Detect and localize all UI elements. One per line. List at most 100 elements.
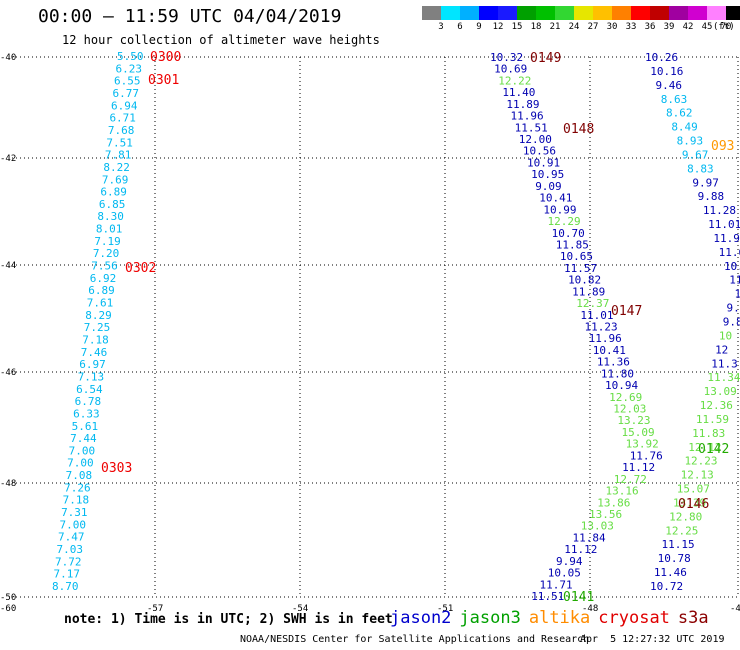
colorbar-tick-label: 12: [492, 22, 504, 32]
track-value: 7.72: [55, 555, 82, 568]
track-value: 15.09: [621, 426, 654, 439]
footer-date: Apr 5 12:27:32 UTC 2019: [580, 634, 725, 645]
track-value: 10.05: [548, 567, 581, 580]
track-value: 11.3: [711, 357, 738, 370]
track-value: 11.89: [506, 98, 539, 111]
track-value: 15.07: [677, 483, 710, 496]
track-value: 9.9: [727, 302, 740, 315]
track-value: 13.16: [606, 485, 639, 498]
map-subtitle: 12 hour collection of altimeter wave hei…: [62, 33, 380, 47]
colorbar-swatch: [669, 6, 688, 20]
map-title: 00:00 – 11:59 UTC 04/04/2019: [38, 6, 342, 27]
pass-label: 0146: [678, 497, 709, 512]
track-value: 11.34: [707, 371, 740, 384]
track-value: 11.76: [630, 449, 663, 462]
track-value: 8.93: [677, 135, 704, 148]
colorbar-swatch: [726, 6, 740, 20]
track-value: 10.60: [724, 260, 740, 273]
colorbar-tick-label: 42: [682, 22, 694, 32]
track-value: 10.41: [593, 344, 626, 357]
track-value: 7.18: [63, 494, 89, 507]
track-value: 11.12: [564, 543, 597, 556]
lat-tick-label: -42: [0, 154, 16, 164]
colorbar-tick-label: 3: [438, 22, 444, 32]
track-value: 8.29: [85, 309, 112, 322]
colorbar-tick-label: 33: [625, 22, 637, 32]
pass-label: 0148: [563, 122, 594, 137]
lon-tick-label: -48: [582, 604, 598, 614]
track-value: 7.00: [60, 518, 86, 531]
track-value: 10.69: [494, 63, 527, 76]
track-value: 7.69: [102, 173, 129, 186]
track-value: 12.23: [684, 455, 717, 468]
track-value: 6.78: [75, 395, 102, 408]
track-value: 7.18: [82, 333, 109, 346]
track-value: 7.31: [61, 506, 87, 519]
track-value: 6.92: [90, 272, 117, 285]
track-value: 12.00: [519, 133, 552, 146]
track-value: 12.03: [613, 403, 646, 416]
track-value: 11.65: [719, 246, 740, 259]
track-value: 12.12: [688, 441, 721, 454]
track-value: 12.72: [614, 473, 647, 486]
colorbar-tick-label: 15: [511, 22, 523, 32]
track-value: 13.56: [589, 508, 622, 521]
track-value: 12.36: [700, 399, 733, 412]
track-value: 6.77: [112, 87, 139, 100]
colorbar-tick-label: 36: [644, 22, 656, 32]
track-value: 7.08: [66, 469, 93, 482]
track-value: 11.71: [539, 578, 572, 591]
colorbar-swatch: [574, 6, 593, 20]
track-value: 13.09: [704, 385, 737, 398]
colorbar-swatch: [441, 6, 460, 20]
track-value: 10.91: [527, 156, 560, 169]
track-value: 10.78: [658, 552, 691, 565]
colorbar-ticks: 3 6 9 12 15 18 21 24 27 30 33 36 39 42 45 70: [422, 22, 732, 34]
lon-tick-label: -51: [437, 604, 453, 614]
track-value: 11.89: [572, 285, 605, 298]
track-value: 12.25: [665, 524, 698, 537]
track-value: 7.47: [58, 531, 84, 544]
colorbar-swatch: [517, 6, 536, 20]
colorbar-tick-label: 70: [720, 22, 732, 32]
lat-tick-label: -46: [0, 368, 16, 378]
satellite-legend: jason2 jason3 altika cryosat s3a: [390, 608, 717, 628]
track-value: 11.57: [564, 262, 597, 275]
track-value: 12: [715, 343, 728, 356]
track-value: 8.83: [687, 162, 714, 175]
colorbar-swatch: [650, 6, 669, 20]
pass-label: 0141: [563, 590, 594, 605]
track-value: 8.49: [671, 121, 698, 134]
pass-label: 0301: [148, 73, 179, 88]
colorbar-swatch: [707, 6, 726, 20]
colorbar-swatch: [631, 6, 650, 20]
track-value: 9.97: [692, 176, 719, 189]
track-value: 11.36: [597, 356, 630, 369]
colorbar-tick-label: 24: [568, 22, 580, 32]
lon-tick-label: -57: [147, 604, 163, 614]
track-value: 6.94: [111, 99, 138, 112]
legend-item-s3a: s3a: [677, 608, 709, 628]
track-value: 12.22: [498, 74, 531, 87]
track-value: 11.28: [703, 204, 736, 217]
track-value: 7.26: [64, 481, 91, 494]
track-value: 8.63: [661, 93, 688, 106]
colorbar-tick-label: 39: [663, 22, 675, 32]
track-value: 10.41: [539, 192, 572, 205]
track-value: 10: [719, 329, 732, 342]
track-value: 11.96: [511, 110, 544, 123]
track-value: 10.32: [490, 51, 523, 64]
track-value: 13.03: [581, 520, 614, 533]
track-value: 10.65: [560, 250, 593, 263]
track-value: 7.56: [91, 260, 118, 273]
lon-tick-label: -54: [292, 604, 308, 614]
colorbar-swatch: [555, 6, 574, 20]
track-value: 11.59: [696, 413, 729, 426]
track-value: 10.72: [650, 580, 683, 593]
track-value: 11.23: [585, 321, 618, 334]
track-value: 7.61: [87, 297, 114, 310]
track-value: 6.89: [88, 284, 115, 297]
track-value: 9.09: [535, 180, 562, 193]
colorbar-tick-label: 30: [606, 22, 618, 32]
